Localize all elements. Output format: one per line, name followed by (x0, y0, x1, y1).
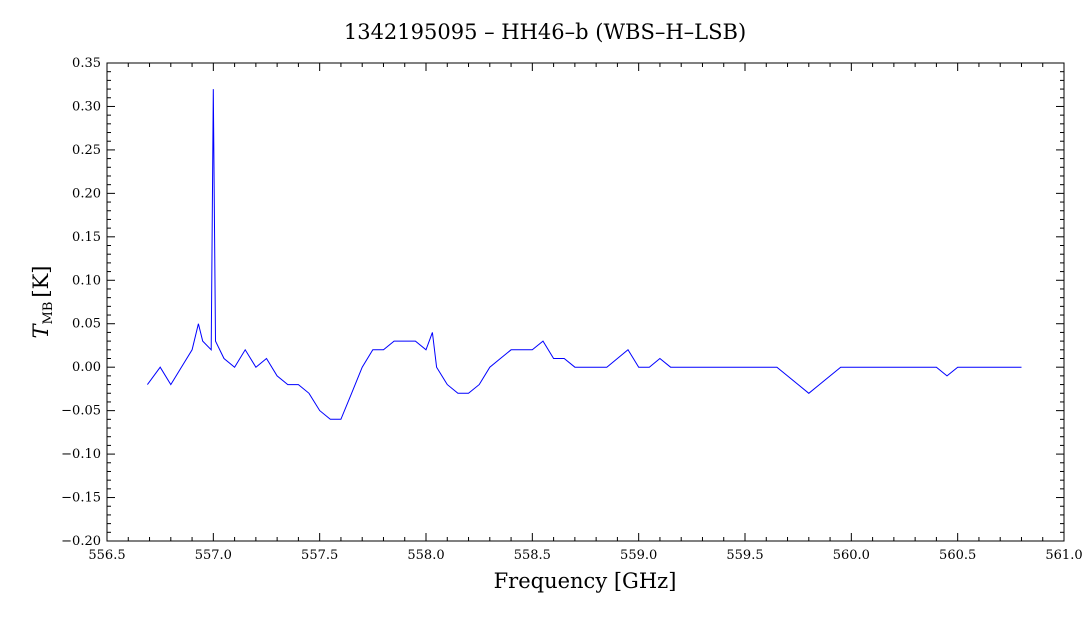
x-tick-label: 559.0 (620, 548, 657, 563)
x-axis-ticks: 556.5 557.0 557.5 558.0 558.5 559.0 559.5 560.0… (88, 63, 1083, 563)
x-tick-label: 557.0 (195, 548, 232, 563)
x-tick-label: 560.5 (939, 548, 976, 563)
x-tick-label: 560.0 (833, 548, 870, 563)
x-tick-label: 557.5 (301, 548, 338, 563)
y-axis-label: TMB [K] (29, 266, 56, 339)
y-tick-label: −0.20 (61, 534, 101, 549)
y-tick-label: 0.30 (72, 99, 101, 114)
x-tick-label: 558.0 (407, 548, 444, 563)
series-layer (146, 89, 1022, 420)
x-tick-label: 558.5 (514, 548, 551, 563)
y-tick-label: 0.00 (72, 360, 101, 375)
plot-frame (106, 62, 1065, 542)
y-tick-label: 0.35 (72, 56, 101, 71)
y-tick-label: 0.15 (72, 230, 101, 245)
y-tick-label: −0.10 (61, 447, 101, 462)
y-tick-label: 0.25 (72, 143, 101, 158)
y-tick-label: −0.05 (61, 404, 101, 419)
y-axis-subscript: MB (41, 302, 56, 325)
y-tick-label: 0.05 (72, 317, 101, 332)
x-tick-label: 556.5 (88, 548, 125, 563)
x-tick-label: 559.5 (726, 548, 763, 563)
y-tick-label: 0.10 (72, 273, 101, 288)
y-tick-label: −0.15 (61, 491, 101, 506)
y-axis-unit: [K] (29, 266, 53, 298)
x-tick-label: 561.0 (1045, 548, 1082, 563)
y-tick-label: 0.20 (72, 186, 101, 201)
chart-title: 1342195095 – HH46–b (WBS–H–LSB) (344, 20, 746, 44)
y-axis-symbol: T (29, 322, 53, 338)
x-axis-label: Frequency [GHz] (494, 569, 677, 593)
svg-text:TMB[K]: TMB [K] (29, 266, 56, 339)
y-axis-ticks: −0.20 −0.15 −0.10 −0.05 0.00 0.05 0.10 0.15 0.20… (61, 56, 1064, 549)
spectrum-series-line (146, 89, 1022, 420)
